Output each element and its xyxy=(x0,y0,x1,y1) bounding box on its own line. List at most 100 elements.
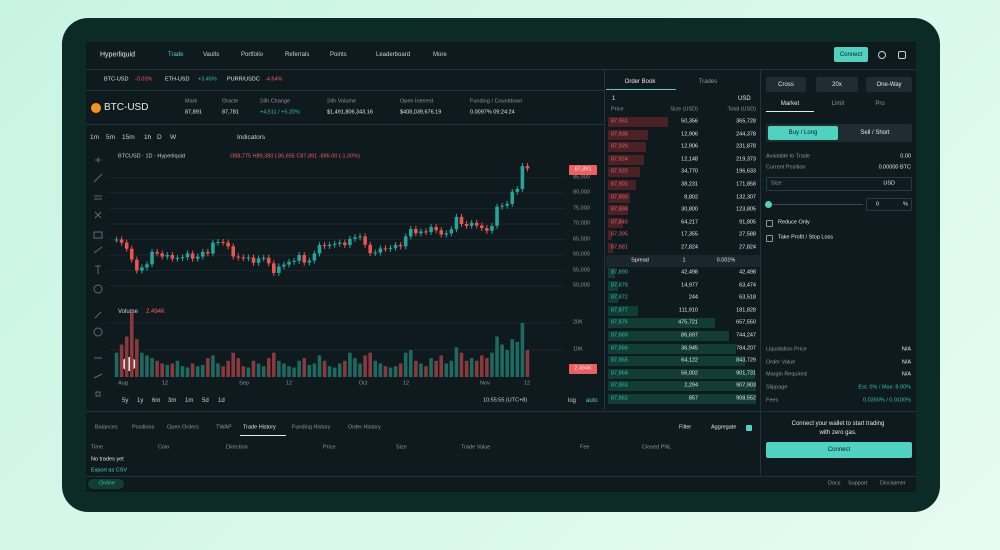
tab[interactable]: Market xyxy=(780,101,800,107)
volume-bar xyxy=(469,358,474,377)
volume-bar xyxy=(464,360,469,377)
x-tick-label: Nov xyxy=(480,380,490,387)
nav-link[interactable]: More xyxy=(433,52,447,58)
range[interactable]: 1m xyxy=(185,398,194,404)
volume-bar xyxy=(343,360,347,377)
volume-bar xyxy=(474,360,479,377)
tab-underline xyxy=(240,435,286,436)
candle xyxy=(135,259,139,271)
label[interactable]: Connect xyxy=(827,447,851,453)
candle xyxy=(373,252,378,254)
label[interactable]: One-Way xyxy=(876,82,902,88)
mode-button[interactable] xyxy=(866,77,912,92)
ob-size: 64,122 xyxy=(681,357,698,364)
nav-link[interactable]: Points xyxy=(330,52,347,58)
nav-link[interactable]: Leaderboard xyxy=(376,52,411,58)
ob-total: 901,731 xyxy=(736,370,756,377)
footer-link[interactable]: Docs xyxy=(828,480,841,487)
range[interactable]: 6m xyxy=(152,398,161,404)
volume-bar xyxy=(135,339,139,377)
volume-bar xyxy=(180,366,185,377)
label: O88,775 H89,380 L86,655 C87,891 -885.00 … xyxy=(230,153,360,160)
ob-price: 87,926 xyxy=(611,143,628,150)
ob-size: 50,356 xyxy=(681,118,698,125)
volume-bar xyxy=(383,366,388,377)
range[interactable]: 5y xyxy=(122,398,129,404)
label: Reduce Only xyxy=(778,219,810,226)
stat-label: 24h Change xyxy=(260,98,290,105)
label: Total (USD) xyxy=(727,106,756,113)
connect-label[interactable]: Connect xyxy=(839,52,863,58)
volume-bar xyxy=(170,363,175,377)
interval[interactable]: D xyxy=(157,133,162,141)
connect-button[interactable] xyxy=(834,47,868,62)
footer-link[interactable]: Disclaimer xyxy=(880,480,906,487)
tab[interactable]: Order History xyxy=(348,424,381,431)
tab[interactable]: TWAP xyxy=(216,424,232,431)
volume-bar xyxy=(317,355,322,377)
range[interactable]: 1y xyxy=(137,398,144,404)
mode-button[interactable] xyxy=(816,77,858,92)
volume-bar xyxy=(520,323,525,377)
nav-link[interactable]: Vaults xyxy=(203,52,220,58)
label[interactable]: Export as CSV xyxy=(91,467,128,474)
slider-track xyxy=(768,204,863,205)
checkbox[interactable] xyxy=(766,234,773,242)
tab[interactable]: Trade History xyxy=(243,424,276,431)
column-header: Price xyxy=(323,444,336,451)
label[interactable]: Cross xyxy=(778,82,794,88)
stat-label: Open Interest xyxy=(400,98,434,105)
depth-bar xyxy=(608,280,619,291)
volume-bar xyxy=(500,344,504,377)
nav-link[interactable]: Referrals xyxy=(285,52,310,58)
interval[interactable]: 5m xyxy=(106,133,116,141)
tab[interactable]: Order Book xyxy=(624,79,656,85)
size-input[interactable] xyxy=(766,177,912,191)
tab[interactable]: Funding History xyxy=(292,424,331,431)
label: 2.494K xyxy=(574,365,592,372)
tab[interactable]: Trades xyxy=(698,79,718,85)
volume-bar xyxy=(160,363,164,377)
nav-link[interactable]: Trade xyxy=(168,52,184,58)
wallet-connect-button[interactable] xyxy=(766,442,912,458)
candle xyxy=(155,251,159,254)
checkbox[interactable] xyxy=(746,425,752,431)
mode-button[interactable] xyxy=(766,77,806,92)
label: Online xyxy=(99,480,115,487)
footer-link[interactable]: Support xyxy=(848,480,868,487)
ob-price: 87,864 xyxy=(611,370,628,377)
checkbox[interactable] xyxy=(766,219,773,227)
label[interactable]: 20x xyxy=(832,82,842,88)
label[interactable]: log xyxy=(568,398,577,404)
interval[interactable]: 1h xyxy=(144,133,152,141)
label[interactable]: auto xyxy=(586,398,598,404)
tab[interactable]: Open Orders xyxy=(167,424,199,431)
label: 87,891 xyxy=(574,166,592,173)
y-tick-label: 50,000 xyxy=(573,282,590,289)
tab[interactable]: Positions xyxy=(132,424,155,431)
tab[interactable]: Pro xyxy=(875,101,885,107)
range[interactable]: 3m xyxy=(168,398,177,404)
label[interactable]: Indicators xyxy=(237,133,266,141)
interval[interactable]: 15m xyxy=(122,133,135,141)
interval[interactable]: 1m xyxy=(90,133,100,141)
tab[interactable]: Limit xyxy=(831,101,845,107)
slider-thumb[interactable] xyxy=(765,201,772,208)
label[interactable]: Sell / Short xyxy=(860,130,890,136)
ob-size: 27,824 xyxy=(681,244,698,251)
app xyxy=(86,42,916,492)
candle xyxy=(129,248,134,260)
interval[interactable]: W xyxy=(170,133,177,141)
label[interactable]: Buy / Long xyxy=(788,130,818,136)
candle xyxy=(185,253,190,258)
range[interactable]: 5d xyxy=(202,398,209,404)
volume-bar xyxy=(266,358,271,377)
range[interactable]: 1d xyxy=(218,398,225,404)
ob-price: 87,862 xyxy=(611,395,628,402)
nav-link[interactable]: Portfolio xyxy=(241,52,264,58)
ob-total: 744,247 xyxy=(736,332,756,339)
buy-button[interactable] xyxy=(768,126,838,140)
logo: Hyperliquid xyxy=(100,51,136,59)
label[interactable]: Filter xyxy=(679,424,692,431)
tab[interactable]: Balances xyxy=(95,424,118,431)
